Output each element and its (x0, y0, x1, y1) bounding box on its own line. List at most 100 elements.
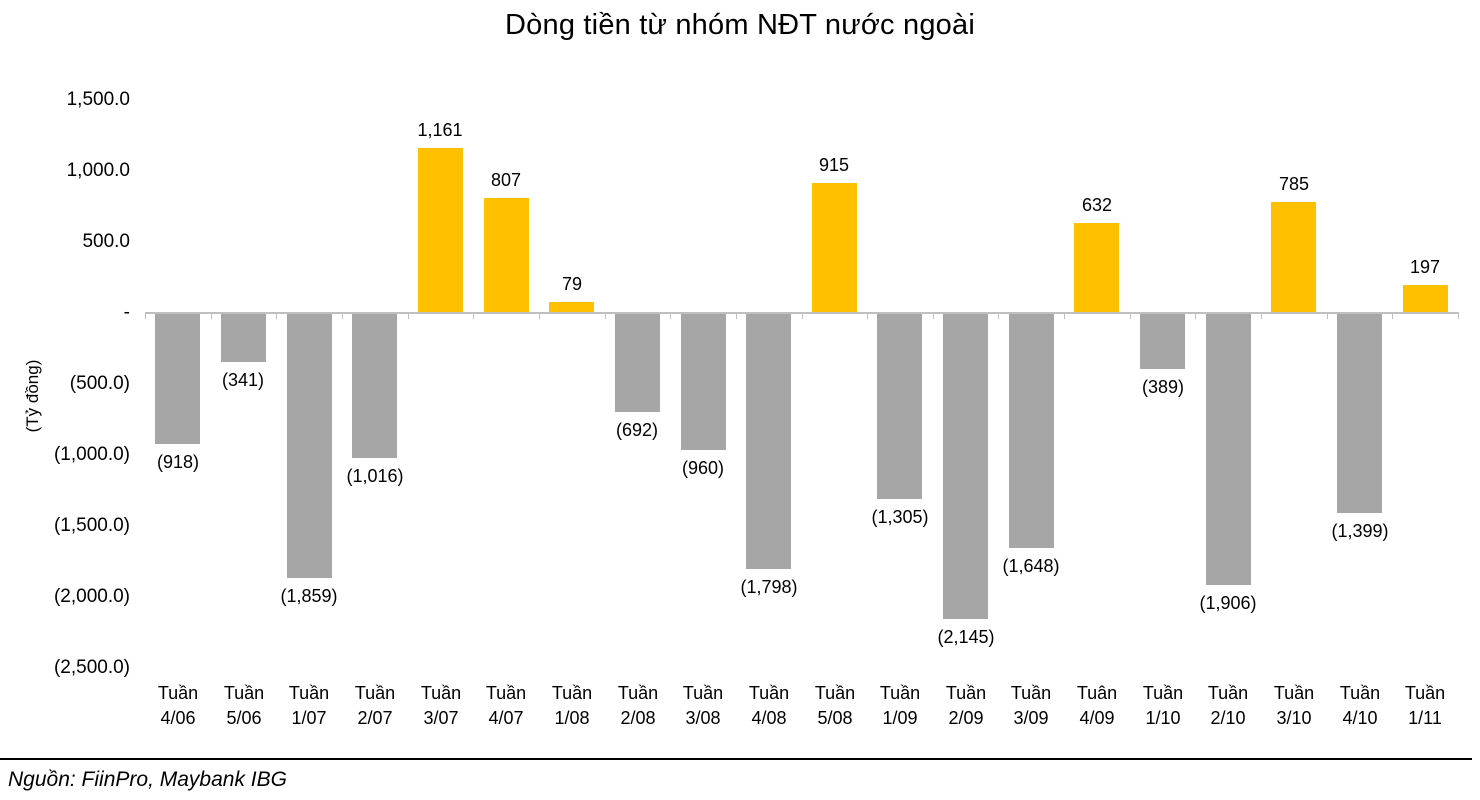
x-tick-line1: Tuần (1273, 683, 1315, 703)
x-tick-label: Tuần 5/08 (802, 681, 868, 731)
y-tick-label: 1,000.0 (66, 160, 130, 181)
x-tick-line1: Tuần (1339, 683, 1381, 703)
x-tick-line1: Tuần (945, 683, 987, 703)
y-tick-label: 500.0 (82, 231, 130, 252)
axis-tick-mark (670, 312, 671, 319)
axis-tick-mark (1195, 312, 1196, 319)
bar-value-label: 1,161 (417, 120, 463, 140)
chart-bar (352, 314, 397, 458)
bar-value-label: 197 (1409, 257, 1441, 277)
x-tick-label: Tuần 2/09 (933, 681, 999, 731)
axis-tick-mark (1261, 312, 1262, 319)
x-tick-label: Tuần 1/09 (867, 681, 933, 731)
x-tick-label: Tuần 2/07 (342, 681, 408, 731)
chart-bar (549, 302, 594, 313)
x-tick-label: Tuần 4/07 (473, 681, 539, 731)
x-tick-line1: Tuần (551, 683, 593, 703)
x-tick-line2: 3/07 (423, 708, 459, 728)
x-tick-label: Tuần 3/07 (408, 681, 474, 731)
x-tick-label: Tuần 5/06 (211, 681, 277, 731)
y-tick-label: (500.0) (69, 373, 130, 394)
axis-tick-mark (145, 312, 146, 319)
bar-value-label: (1,859) (280, 586, 338, 606)
x-tick-line2: 2/08 (620, 708, 656, 728)
chart-bar (1403, 285, 1448, 313)
x-tick-line1: Tuần (1010, 683, 1052, 703)
x-tick-line2: 5/06 (226, 708, 262, 728)
x-tick-label: Tuần 3/08 (670, 681, 736, 731)
bar-value-label: (1,648) (1002, 556, 1060, 576)
x-tick-line2: 1/07 (291, 708, 327, 728)
chart-bar (812, 183, 857, 313)
x-tick-line2: 5/08 (817, 708, 853, 728)
bar-value-label: (960) (681, 458, 725, 478)
bar-value-label: (918) (156, 452, 200, 472)
bar-value-label: (1,798) (740, 577, 798, 597)
x-tick-label: Tuần 4/10 (1327, 681, 1393, 731)
x-tick-line1: Tuần (1142, 683, 1184, 703)
chart-bar (1206, 314, 1251, 585)
x-tick-line2: 1/11 (1408, 708, 1442, 728)
x-tick-line2: 1/08 (554, 708, 590, 728)
chart-bar (484, 198, 529, 313)
axis-tick-mark (1392, 312, 1393, 319)
x-tick-line1: Tuần (1207, 683, 1249, 703)
bar-value-label: (692) (615, 420, 659, 440)
chart-bar (615, 314, 660, 412)
x-tick-line2: 4/08 (751, 708, 787, 728)
chart-bar (877, 314, 922, 499)
chart-bar (287, 314, 332, 578)
chart-bar (1140, 314, 1185, 369)
x-tick-line2: 4/10 (1342, 708, 1378, 728)
axis-tick-mark (867, 312, 868, 319)
axis-tick-mark (933, 312, 934, 319)
x-tick-label: Tuần 3/09 (998, 681, 1064, 731)
x-tick-line2: 1/09 (882, 708, 918, 728)
x-tick-line1: Tuần (748, 683, 790, 703)
bar-value-label: 79 (561, 274, 583, 294)
chart-bar (1009, 314, 1054, 548)
chart-bar (943, 314, 988, 619)
axis-tick-mark (736, 312, 737, 319)
x-tick-label: Tuân 4/09 (1064, 681, 1130, 731)
x-tick-line1: Tuần (157, 683, 199, 703)
x-tick-line2: 1/10 (1145, 708, 1181, 728)
x-tick-label: Tuần 1/11 (1392, 681, 1458, 731)
axis-tick-mark (539, 312, 540, 319)
x-tick-line2: 4/06 (160, 708, 196, 728)
x-tick-label: Tuần 3/10 (1261, 681, 1327, 731)
axis-tick-mark (1458, 312, 1459, 319)
x-tick-line2: 3/08 (685, 708, 721, 728)
axis-tick-mark (211, 312, 212, 319)
x-tick-line2: 2/07 (357, 708, 393, 728)
bar-value-label: (1,399) (1331, 521, 1389, 541)
bar-value-label: (1,305) (871, 507, 929, 527)
axis-tick-mark (998, 312, 999, 319)
source-note: Nguồn: FiinPro, Maybank IBG (8, 768, 287, 791)
y-tick-label: 1,500.0 (66, 89, 130, 110)
chart-bar (1271, 202, 1316, 313)
x-tick-label: Tuần 4/06 (145, 681, 211, 731)
bar-value-label: 632 (1081, 195, 1113, 215)
axis-tick-mark (802, 312, 803, 319)
chart-bar (746, 314, 791, 569)
x-tick-line1: Tuân (1076, 683, 1118, 703)
bar-value-label: (1,016) (346, 466, 404, 486)
chart-title: Dòng tiền từ nhóm NĐT nước ngoài (505, 9, 975, 41)
axis-tick-mark (1130, 312, 1131, 319)
bar-value-label: 807 (490, 170, 522, 190)
axis-tick-mark (276, 312, 277, 319)
x-tick-line1: Tuần (354, 683, 396, 703)
source-divider (0, 758, 1472, 760)
x-tick-line1: Tuần (288, 683, 330, 703)
x-axis-line (145, 312, 1458, 314)
axis-tick-mark (342, 312, 343, 319)
x-tick-line2: 2/09 (948, 708, 984, 728)
chart-bar (221, 314, 266, 362)
chart-bar (418, 148, 463, 313)
y-tick-label: (2,000.0) (53, 586, 130, 607)
axis-tick-mark (605, 312, 606, 319)
x-tick-label: Tuần 1/07 (276, 681, 342, 731)
x-tick-line2: 4/07 (488, 708, 524, 728)
